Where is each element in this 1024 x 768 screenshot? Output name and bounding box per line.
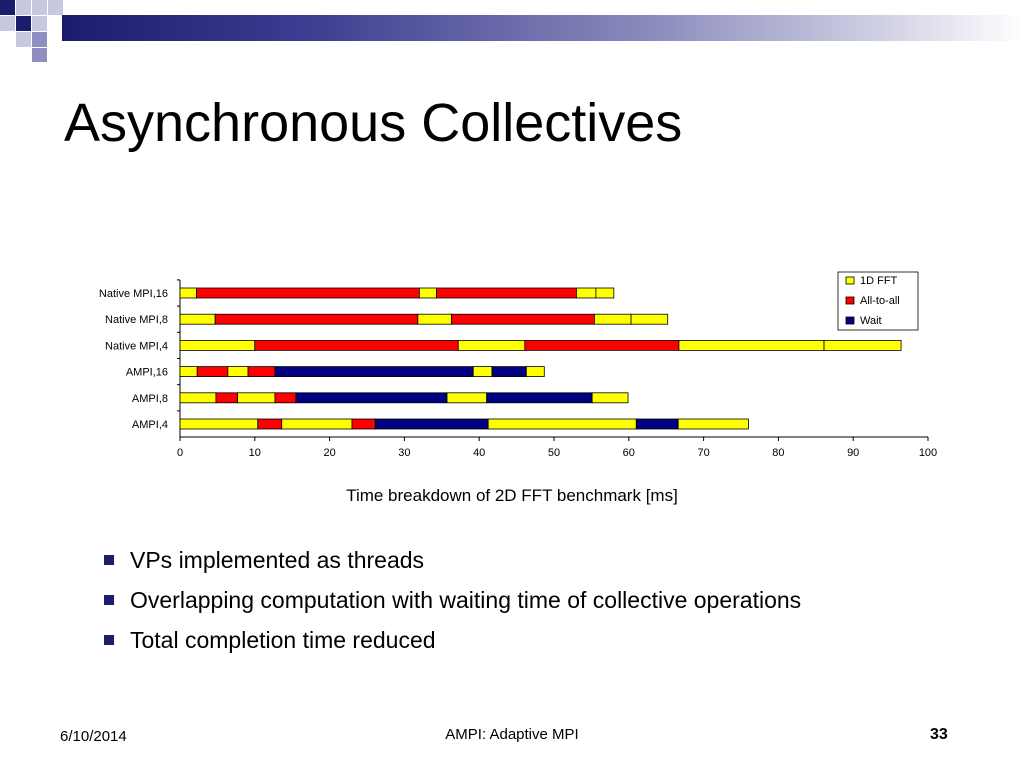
bar-segment [179, 340, 256, 351]
bar-segment [678, 340, 825, 351]
page-number: 33 [930, 726, 948, 743]
legend-swatch [845, 296, 855, 305]
bar-segment [576, 287, 597, 299]
bullet-item: Total completion time reduced [104, 620, 801, 660]
y-category-label: Native MPI,8 [105, 314, 168, 326]
bullet-item: VPs implemented as threads [104, 540, 801, 580]
bullet-text: Total completion time reduced [130, 627, 436, 653]
x-tick-label: 50 [548, 447, 560, 459]
bar-segment [351, 418, 376, 430]
bar-segment [436, 287, 577, 299]
bar-segment [196, 287, 420, 299]
bar-segment [524, 340, 680, 351]
y-category-label: Native MPI,16 [99, 288, 168, 300]
footer-title: AMPI: Adaptive MPI [445, 726, 579, 743]
bar-segment [179, 287, 197, 299]
chart-caption: Time breakdown of 2D FFT benchmark [ms] [346, 486, 678, 505]
bar-segment [446, 392, 488, 404]
legend-label: 1D FFT [860, 275, 898, 287]
x-tick-label: 60 [623, 447, 635, 459]
x-tick-label: 10 [249, 447, 261, 459]
bar-segment [418, 287, 437, 299]
bar-segment [179, 366, 198, 377]
bar-segment [274, 366, 474, 377]
bar-segment [487, 418, 637, 430]
x-tick-label: 90 [847, 447, 859, 459]
bar-segment [451, 313, 595, 325]
bar-segment [457, 340, 526, 351]
bar-segment [417, 313, 452, 325]
bullet-list: VPs implemented as threads Overlapping c… [104, 540, 801, 660]
y-category-label: AMPI,4 [132, 419, 168, 431]
x-tick-label: 80 [772, 447, 784, 459]
legend-label: Wait [860, 315, 882, 327]
x-tick-label: 30 [398, 447, 410, 459]
legend-swatch [845, 276, 855, 285]
bar-segment [257, 418, 283, 430]
bar-segment [374, 418, 489, 430]
bar-segment [274, 392, 297, 404]
x-tick-label: 0 [177, 447, 183, 459]
bar-segment [179, 418, 259, 430]
header-band [62, 15, 1024, 41]
bar-segment [591, 392, 629, 404]
bar-segment [281, 418, 353, 430]
bar-segment [295, 392, 448, 404]
bar-segment [595, 287, 615, 299]
bar-segment [227, 366, 249, 377]
bar-segment [677, 418, 749, 430]
bar-segment [215, 392, 238, 404]
bar-segment [254, 340, 459, 351]
x-tick-label: 20 [323, 447, 335, 459]
x-tick-label: 100 [919, 447, 937, 459]
square-bullet-icon [104, 555, 114, 565]
chart-svg: 0 10 20 30 40 50 60 70 80 90 100 Native MPI,16 Nativ… [99, 271, 937, 459]
bar-segment [525, 366, 545, 377]
bar-segment [179, 313, 216, 325]
header-decoration [0, 0, 63, 62]
bar-segment [486, 392, 593, 404]
bar-segment [214, 313, 419, 325]
footer-date: 6/10/2014 [60, 728, 127, 745]
slide-title: Asynchronous Collectives [64, 93, 683, 153]
y-category-label: Native MPI,4 [105, 340, 168, 352]
bar-segment [630, 313, 669, 325]
x-tick-label: 40 [473, 447, 485, 459]
fft-time-chart: 0 10 20 30 40 50 60 70 80 90 100 Native MPI,16 Nativ… [0, 260, 1024, 480]
bar-segment [472, 366, 493, 377]
bar-segment [196, 366, 229, 377]
x-tick-label: 70 [697, 447, 709, 459]
bar-segment [635, 418, 679, 430]
bar-segment [237, 392, 276, 404]
bar-segment [823, 340, 902, 351]
legend-swatch [845, 316, 855, 325]
y-category-label: AMPI,8 [132, 393, 168, 405]
legend-label: All-to-all [860, 295, 900, 307]
bar-segment [179, 392, 217, 404]
y-category-label: AMPI,16 [126, 367, 168, 379]
bullet-text: VPs implemented as threads [130, 547, 425, 573]
bar-segment [593, 313, 632, 325]
square-bullet-icon [104, 595, 114, 605]
bar-segment [247, 366, 276, 377]
bullet-text: Overlapping computation with waiting tim… [130, 587, 802, 613]
bar-segment [491, 366, 527, 377]
square-bullet-icon [104, 635, 114, 645]
bullet-item: Overlapping computation with waiting tim… [104, 580, 801, 620]
